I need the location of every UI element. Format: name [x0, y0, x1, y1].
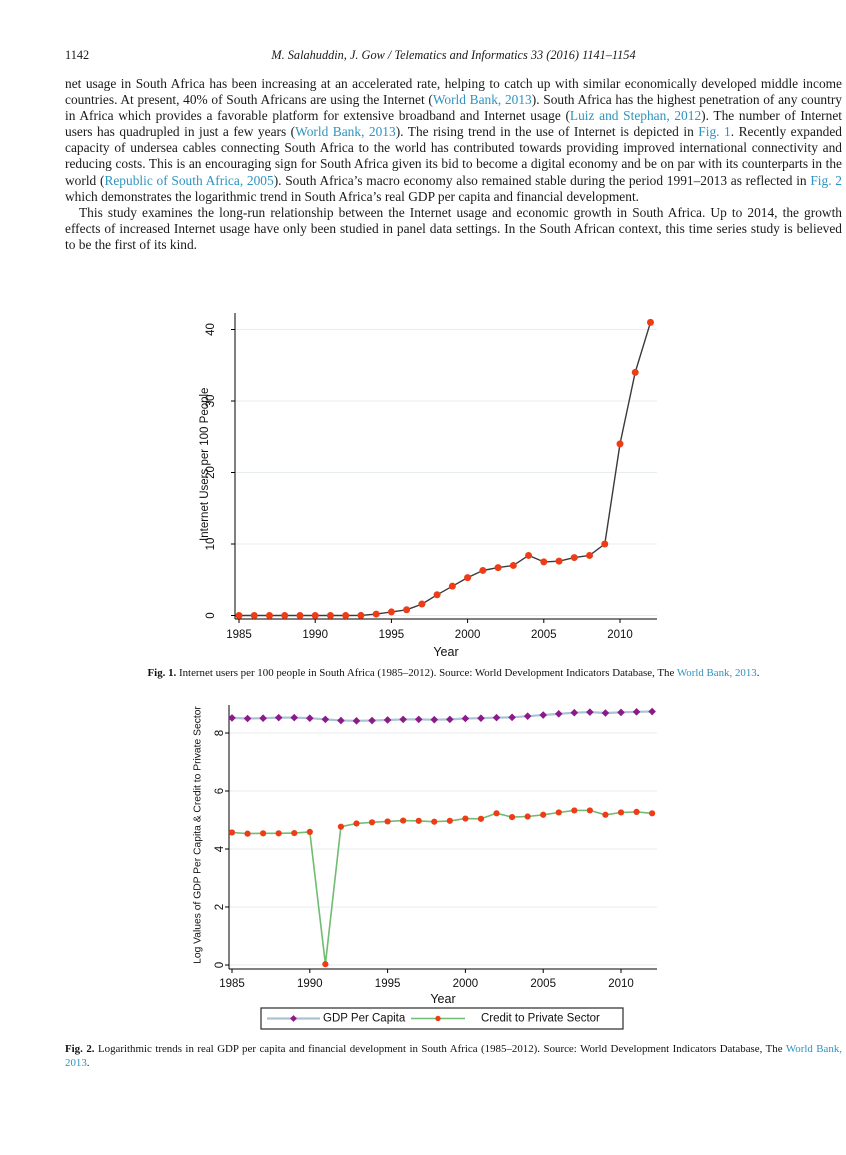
- text-run: Fig. 1.: [147, 667, 177, 679]
- y-tick-label: 40: [205, 323, 217, 336]
- fig1-axes: 0 10 20 30 40 1985 1990 1995 2000 2005 2010 Year Int…: [199, 313, 657, 659]
- citation-link[interactable]: World Bank, 2013: [295, 124, 396, 140]
- text-run: This study examines the long-run relatio…: [65, 204, 842, 252]
- legend-label: GDP Per Capita: [323, 1013, 406, 1025]
- x-tick-label: 1990: [302, 629, 328, 641]
- fig2-axes: 0 2 4 6 8 1985 1990 1995 2000 2005 2010 Year Log Val…: [193, 705, 657, 1006]
- citation-link[interactable]: World Bank, 2013: [65, 1043, 842, 1069]
- fig2-series-2: [228, 807, 656, 968]
- text-run: ). South Africa has the highest penetrat…: [65, 92, 842, 124]
- text-run: net usage in South Africa has been incre…: [65, 76, 842, 108]
- fig2-gridlines: [229, 732, 657, 966]
- fig1-caption: Fig. 1. Internet users per 100 people in…: [65, 667, 842, 681]
- text-run: .: [756, 667, 760, 679]
- citation-link[interactable]: Fig. 2: [810, 172, 842, 188]
- x-tick-label: 2005: [530, 978, 556, 990]
- text-run: .: [86, 1056, 90, 1069]
- fig1-internet-users-chart: 0 10 20 30 40 1985 1990 1995 2000 2005 2010 Year Int…: [199, 313, 657, 659]
- page-header: 1142 M. Salahuddin, J. Gow / Telematics …: [65, 48, 842, 64]
- fig2-series-1: [228, 707, 656, 725]
- y-axis-title: Internet Users per 100 People: [199, 388, 211, 541]
- text-run: Fig. 2.: [65, 1043, 95, 1055]
- text-run: ). South Africa’s macro economy also rem…: [273, 172, 811, 188]
- x-tick-label: 1985: [226, 629, 252, 641]
- citation-link[interactable]: Fig. 1: [698, 124, 731, 140]
- citation-link[interactable]: World Bank, 2013: [676, 667, 757, 679]
- x-tick-label: 1990: [297, 978, 323, 990]
- citation-link[interactable]: Republic of South Africa, 2005: [104, 172, 274, 188]
- y-tick-label: 6: [214, 788, 226, 794]
- fig1-gridlines: [235, 329, 657, 616]
- text-run: ). The number of Internet users has quad…: [65, 108, 842, 140]
- x-tick-label: 2005: [531, 629, 557, 641]
- y-axis-title: Log Values of GDP Per Capita & Credit to…: [193, 706, 204, 964]
- fig2-legend: GDP Per Capita Credit to Private Sector: [260, 1007, 624, 1030]
- y-tick-label: 8: [214, 730, 226, 736]
- citation-link[interactable]: Luiz and Stephan, 2012: [569, 108, 702, 124]
- text-run: which demonstrates the logarithmic trend…: [65, 188, 640, 204]
- x-tick-label: 1995: [379, 629, 405, 641]
- x-tick-label: 1985: [219, 978, 245, 990]
- y-tick-label: 2: [214, 904, 226, 910]
- x-tick-label: 2000: [455, 629, 481, 641]
- body-paragraph-1: net usage in South Africa has been incre…: [65, 76, 842, 205]
- running-title: M. Salahuddin, J. Gow / Telematics and I…: [271, 48, 636, 62]
- body-paragraph-2: This study examines the long-run relatio…: [65, 205, 842, 253]
- fig2-gdp-credit-chart: 0 2 4 6 8 1985 1990 1995 2000 2005 2010 Year Log Val…: [193, 705, 657, 1030]
- text-run: . Recently expanded capacity of undersea…: [65, 124, 842, 188]
- x-tick-label: 2000: [453, 978, 479, 990]
- x-tick-label: 1995: [375, 978, 401, 990]
- y-tick-label: 0: [214, 962, 226, 968]
- page-number: 1142: [65, 48, 90, 62]
- article-body: net usage in South Africa has been incre…: [65, 76, 842, 253]
- y-tick-label: 30: [205, 395, 217, 408]
- text-run: Logarithmic trends in real GDP per capit…: [94, 1043, 786, 1055]
- citation-link[interactable]: World Bank, 2013: [432, 92, 532, 108]
- x-tick-label: 2010: [607, 629, 633, 641]
- y-tick-label: 0: [205, 612, 217, 618]
- fig2-caption: Fig. 2. Logarithmic trends in real GDP p…: [65, 1043, 842, 1070]
- y-tick-label: 10: [205, 538, 217, 551]
- y-tick-label: 20: [205, 466, 217, 479]
- x-tick-label: 2010: [608, 978, 634, 990]
- text-run: ). The rising trend in the use of Intern…: [395, 124, 699, 140]
- x-axis-title: Year: [433, 645, 458, 659]
- legend-label: Credit to Private Sector: [481, 1013, 600, 1025]
- x-axis-title: Year: [430, 992, 455, 1006]
- y-tick-label: 4: [214, 845, 226, 852]
- text-run: Internet users per 100 people in South A…: [176, 667, 677, 679]
- fig1-series-1: [235, 318, 654, 619]
